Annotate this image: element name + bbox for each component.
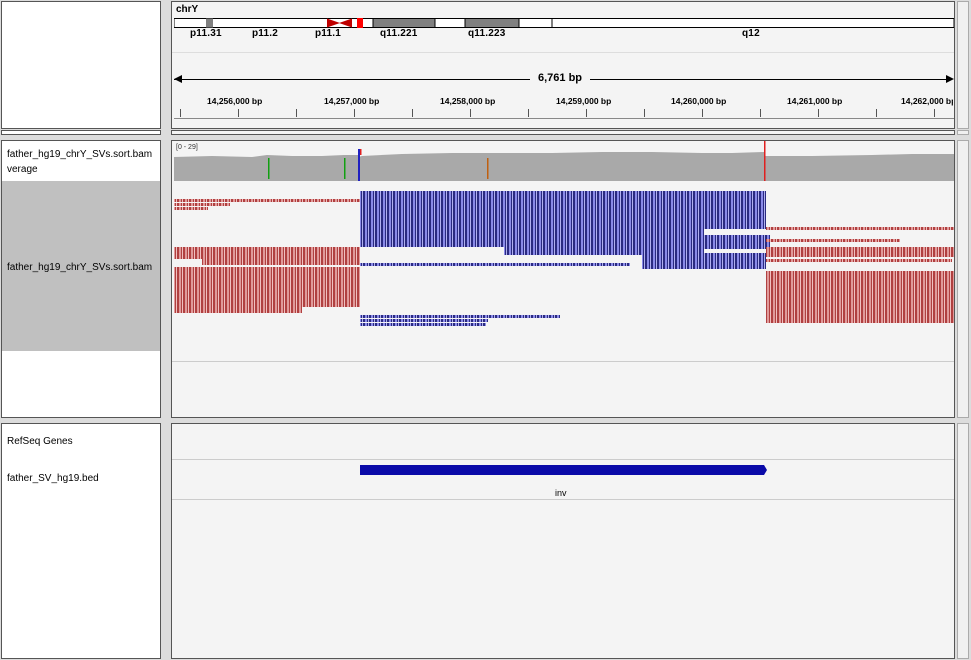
- coverage-range-label: [0 - 29]: [176, 144, 198, 151]
- band-label-q11-221: q11.221: [380, 28, 418, 39]
- ruler-tick: [180, 109, 181, 117]
- band-label-p11-31: p11.31: [190, 28, 222, 39]
- ruler-tick: [238, 109, 239, 117]
- ruler-tick: [818, 109, 819, 117]
- ruler-tick: [644, 109, 645, 117]
- ruler-tick: [528, 109, 529, 117]
- ruler-name-panel: [1, 1, 161, 129]
- tick-label: 14,261,000 bp: [787, 96, 843, 106]
- band-label-q12: q12: [742, 28, 760, 39]
- span-right-arrow-icon: [946, 75, 954, 83]
- ruler-scrollbar[interactable]: [957, 1, 969, 129]
- tick-label: 14,257,000 bp: [324, 96, 380, 106]
- bed-track-label[interactable]: father_SV_hg19.bed: [7, 473, 99, 484]
- ruler-tick: [354, 109, 355, 117]
- feature-name-panel: RefSeq Genes father_SV_hg19.bed: [1, 423, 161, 659]
- span-label: 6,761 bp: [530, 72, 591, 84]
- ruler-tick: [760, 109, 761, 117]
- ruler-panel[interactable]: chrY p11.31 p11.2 p11.1 q11.221 q11.223 …: [171, 1, 955, 129]
- refseq-track-divider: [172, 459, 954, 460]
- spacer-name-panel: [1, 130, 161, 135]
- ruler-tick: [296, 109, 297, 117]
- ruler-tick: [702, 109, 703, 117]
- alignment-track-divider: [172, 361, 954, 362]
- ruler-tick: [586, 109, 587, 117]
- coverage-track-label[interactable]: father_hg19_chrY_SVs.sort.bam verage: [7, 149, 153, 175]
- spacer-scrollbar[interactable]: [957, 130, 969, 135]
- alignment-track-selected-block[interactable]: [2, 181, 160, 351]
- span-left-arrow-icon: [174, 75, 182, 83]
- feature-name-label: inv: [555, 488, 567, 498]
- alignment-panel[interactable]: [0 - 29]: [171, 140, 955, 418]
- chromosome-ideogram[interactable]: [174, 18, 954, 28]
- feature-scrollbar[interactable]: [957, 423, 969, 659]
- ruler-tick: [934, 109, 935, 117]
- tick-label: 14,256,000 bp: [207, 96, 263, 106]
- ruler-tick: [412, 109, 413, 117]
- alignment-scrollbar[interactable]: [957, 140, 969, 418]
- band-label-q11-223: q11.223: [468, 28, 506, 39]
- chromosome-name: chrY: [176, 4, 199, 15]
- inversion-feature[interactable]: [172, 464, 954, 478]
- spacer-data-panel: [171, 130, 955, 135]
- refseq-genes-label[interactable]: RefSeq Genes: [7, 436, 73, 447]
- ruler-tick: [876, 109, 877, 117]
- tick-label: 14,260,000 bp: [671, 96, 727, 106]
- coverage-track[interactable]: [172, 141, 954, 181]
- band-label-p11-1: p11.1: [315, 28, 342, 39]
- tick-label: 14,259,000 bp: [556, 96, 612, 106]
- bed-track-divider: [172, 499, 954, 500]
- alignment-track-label[interactable]: father_hg19_chrY_SVs.sort.bam: [7, 262, 153, 273]
- tick-label: 14,262,000 bp: [901, 96, 953, 106]
- ruler-baseline: [174, 118, 954, 119]
- tick-label: 14,258,000 bp: [440, 96, 496, 106]
- ideogram-divider: [172, 52, 954, 53]
- alignment-name-panel: father_hg19_chrY_SVs.sort.bam verage fat…: [1, 140, 161, 418]
- ruler-tick: [470, 109, 471, 117]
- feature-panel[interactable]: inv: [171, 423, 955, 659]
- band-label-p11-2: p11.2: [252, 28, 279, 39]
- alignment-reads[interactable]: [172, 181, 954, 361]
